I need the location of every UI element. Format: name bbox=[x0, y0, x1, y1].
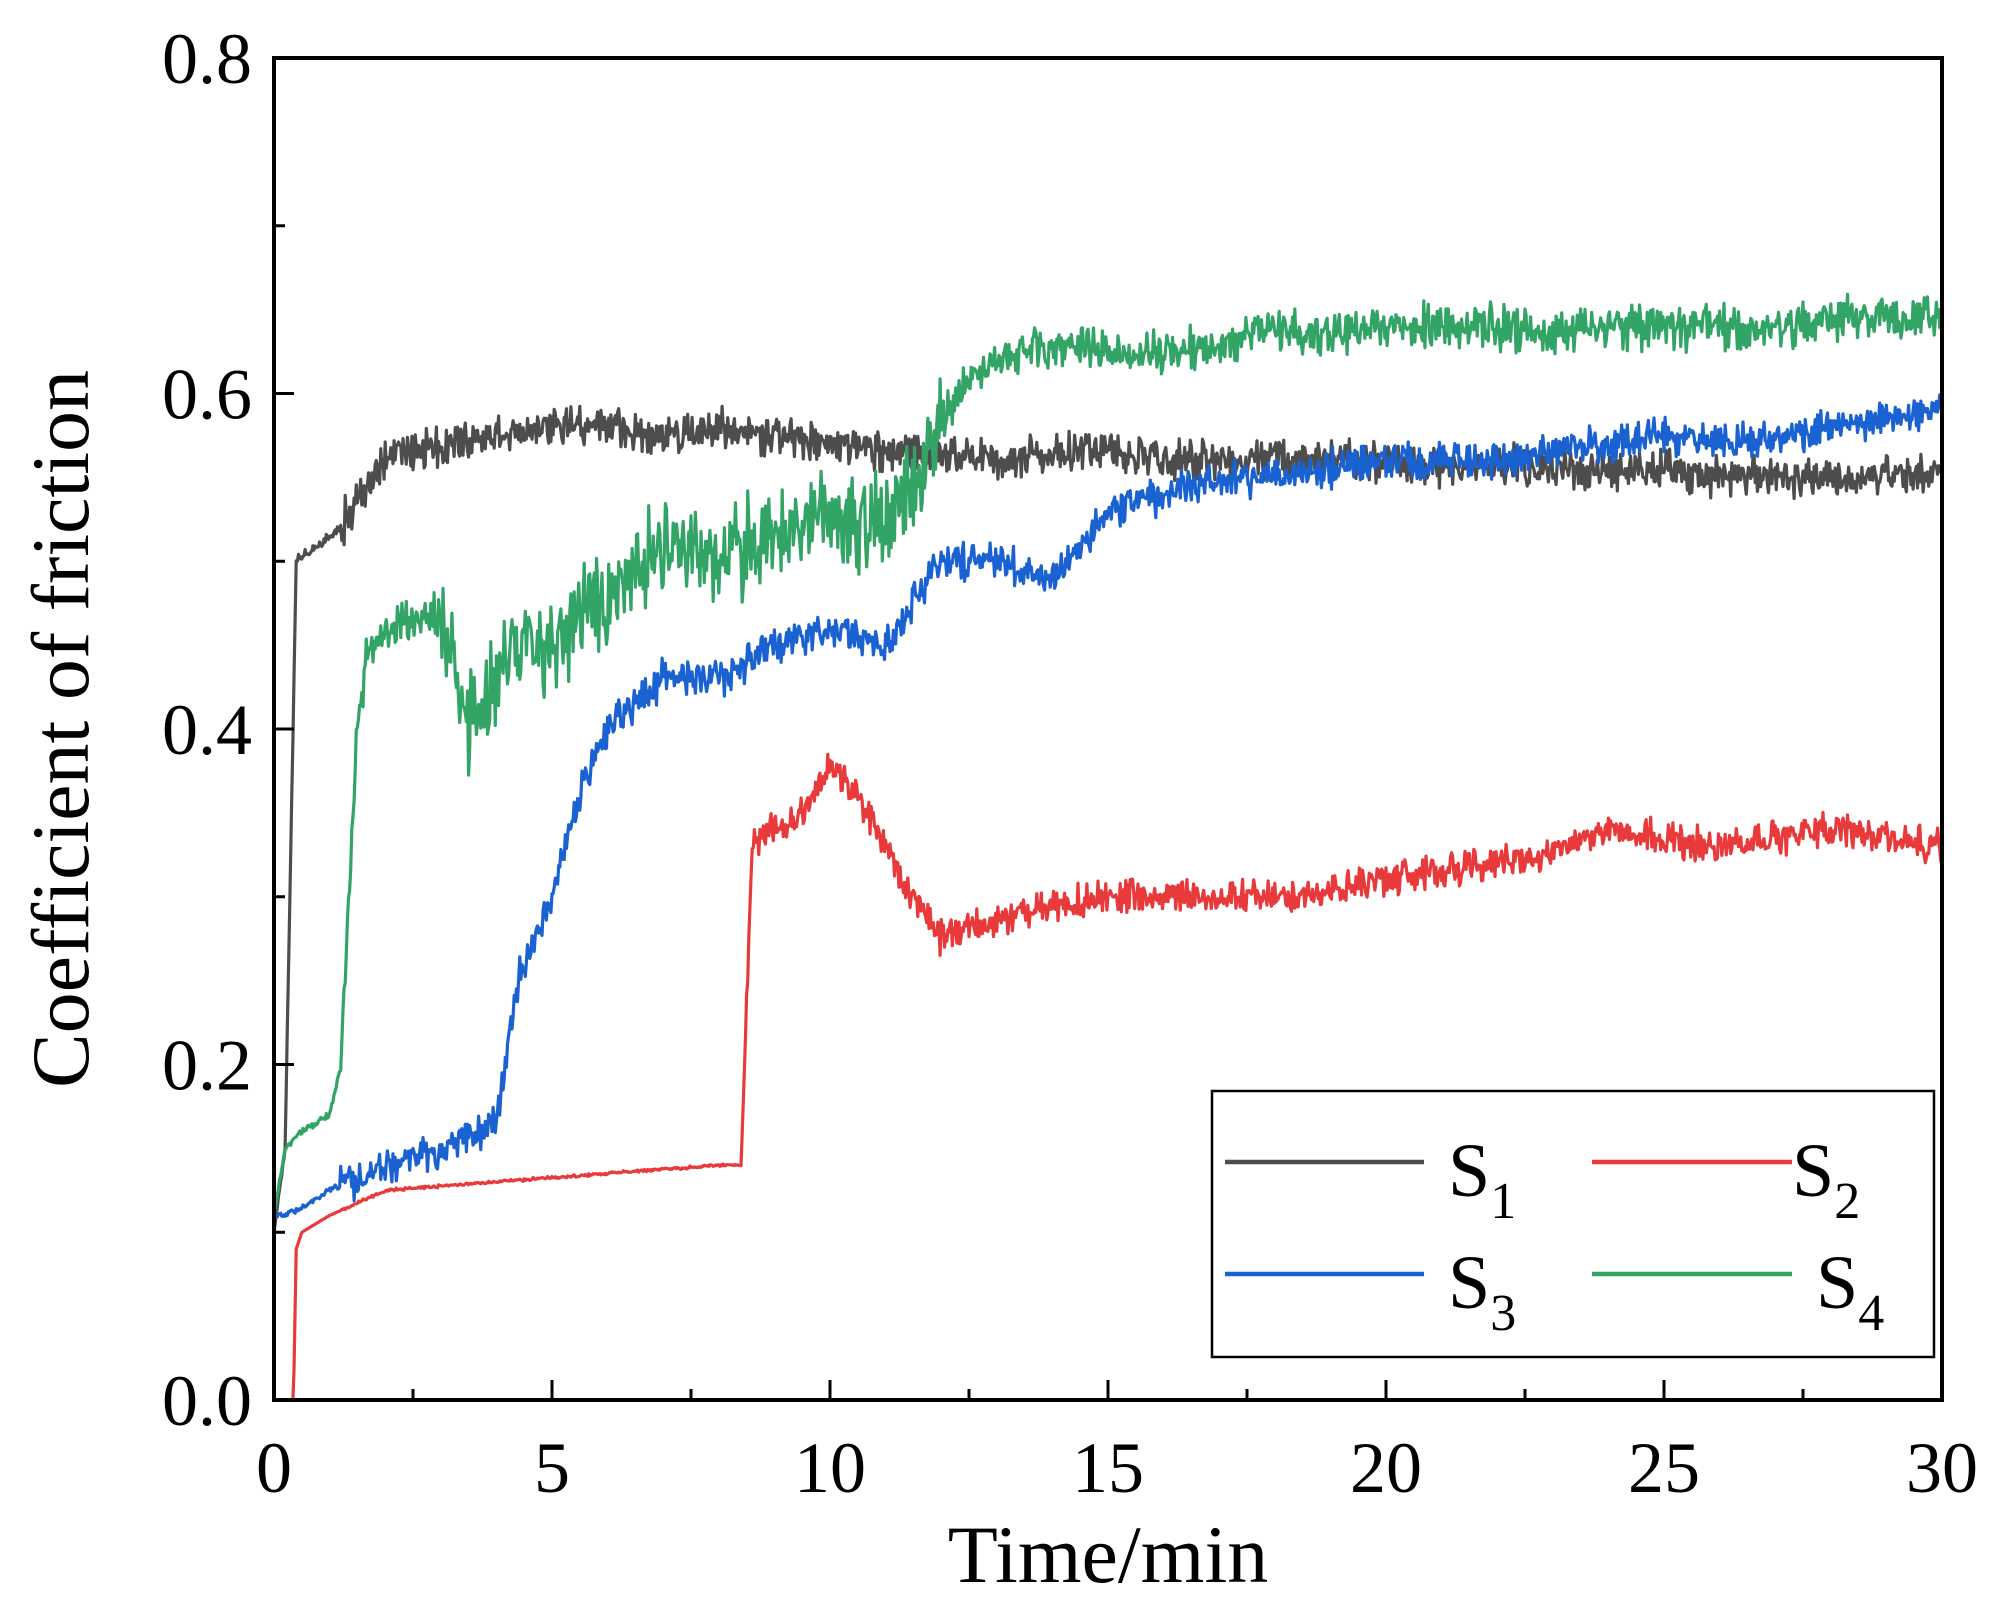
legend-box bbox=[1210, 1089, 1936, 1359]
legend-label-main: S bbox=[1448, 1241, 1490, 1325]
x-tick-label: 0 bbox=[256, 1428, 292, 1508]
legend-label-main: S bbox=[1792, 1129, 1834, 1213]
y-tick-label: 0.2 bbox=[162, 1026, 252, 1106]
legend-label-subscript: 2 bbox=[1834, 1173, 1860, 1230]
series-line-s3 bbox=[272, 393, 1944, 1219]
x-tick-label: 25 bbox=[1628, 1428, 1700, 1508]
series-line-s4 bbox=[272, 292, 1944, 1216]
legend-label-s2: S2 bbox=[1792, 1129, 1860, 1230]
series-line-s2 bbox=[273, 752, 1944, 1402]
x-axis-title: Time/min bbox=[948, 1509, 1269, 1600]
x-tick-label: 30 bbox=[1906, 1428, 1978, 1508]
series-layer bbox=[272, 292, 1944, 1402]
x-tick-label: 15 bbox=[1072, 1428, 1144, 1508]
x-tick-label: 10 bbox=[794, 1428, 866, 1508]
x-tick-label: 20 bbox=[1350, 1428, 1422, 1508]
series-line-s1 bbox=[272, 404, 1944, 1233]
y-tick-label: 0.4 bbox=[162, 690, 252, 770]
y-tick-label: 0.8 bbox=[162, 19, 252, 99]
legend-label-s4: S4 bbox=[1816, 1241, 1884, 1342]
legend-label-subscript: 3 bbox=[1490, 1285, 1516, 1342]
legend-label-s3: S3 bbox=[1448, 1241, 1516, 1342]
legend-label-subscript: 1 bbox=[1490, 1173, 1516, 1230]
y-tick-label: 0.0 bbox=[162, 1361, 252, 1441]
x-tick-label: 5 bbox=[534, 1428, 570, 1508]
y-tick-label: 0.6 bbox=[162, 355, 252, 435]
legend-label-main: S bbox=[1816, 1241, 1858, 1325]
y-axis-title: Coefficient of friction bbox=[15, 370, 106, 1088]
legend-label-subscript: 4 bbox=[1858, 1285, 1884, 1342]
legend-label-s1: S1 bbox=[1448, 1129, 1516, 1230]
legend-label-main: S bbox=[1448, 1129, 1490, 1213]
ticks-layer: 0 5 10 15 20 25 30 0.0 0.2 0.4 0.6 0.8 bbox=[162, 19, 1978, 1508]
